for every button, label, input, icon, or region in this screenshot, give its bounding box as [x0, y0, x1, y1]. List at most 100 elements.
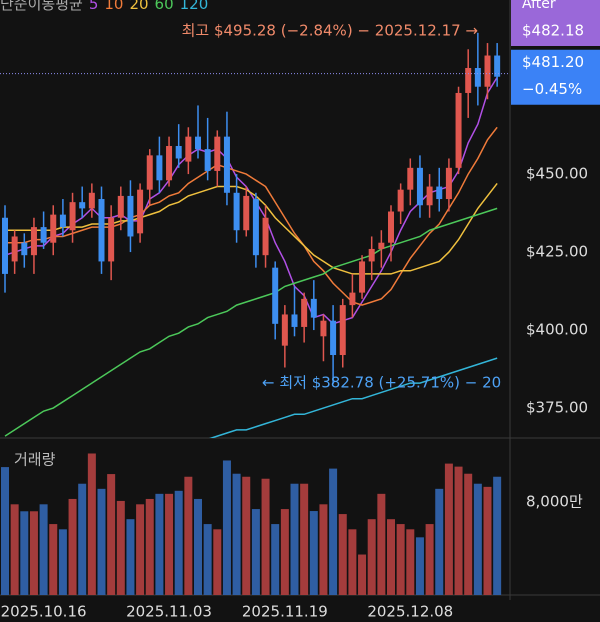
candle-body	[330, 320, 337, 356]
volume-bar	[68, 498, 77, 595]
candle-body	[50, 214, 57, 243]
volume-bar	[136, 504, 145, 595]
candle-body	[21, 242, 28, 256]
candle-body	[349, 292, 356, 306]
candle-body	[11, 236, 18, 262]
candle-body	[416, 167, 423, 206]
volume-bar	[184, 476, 193, 595]
legend-entry: 5	[89, 0, 99, 13]
volume-bar	[213, 529, 222, 595]
candle-body	[474, 68, 481, 87]
candle-body	[40, 227, 47, 243]
volume-bar	[87, 453, 96, 595]
volume-bar	[242, 476, 251, 595]
candle-body	[117, 195, 124, 218]
volume-tick-label: 8,000만	[526, 492, 583, 510]
volume-bar	[377, 493, 386, 595]
candle-body	[2, 217, 8, 274]
candle-body	[436, 186, 443, 200]
candle-body	[243, 195, 250, 231]
volume-bar	[483, 486, 492, 595]
candle-body	[320, 320, 327, 337]
volume-bar	[232, 473, 241, 595]
volume-bar	[49, 524, 58, 595]
volume-bar	[1, 467, 9, 595]
candle-body	[359, 261, 366, 293]
volume-bar	[194, 498, 202, 595]
price-pane	[2, 32, 501, 438]
legend-entry: 60	[155, 0, 174, 13]
volume-bar	[387, 519, 395, 595]
candle-body	[127, 195, 134, 237]
volume-bar	[464, 473, 473, 595]
candle-body	[98, 199, 105, 262]
candle-body	[465, 68, 472, 93]
volume-bar	[406, 529, 415, 595]
volume-bar	[165, 493, 174, 595]
candle-body	[378, 242, 385, 249]
candle-body	[30, 227, 37, 256]
candle-body	[195, 136, 201, 150]
y-tick-label: $375.00	[526, 399, 588, 417]
candle-body	[494, 55, 501, 77]
volume-bar	[367, 519, 376, 595]
candle-body	[262, 217, 269, 256]
legend-entry: 20	[129, 0, 148, 13]
x-tick-label: 2025.11.03	[126, 603, 212, 621]
candle-body	[79, 202, 86, 209]
candle-body	[426, 186, 433, 206]
candle-body	[445, 167, 452, 200]
volume-bar	[58, 529, 67, 595]
candle-body	[108, 217, 115, 262]
candle-body	[223, 136, 230, 193]
y-tick-label: $450.00	[526, 165, 588, 183]
candle-body	[185, 136, 192, 162]
high-annotation: 최고 $495.28 (−2.84%) − 2025.12.17 →	[182, 22, 478, 40]
current-price: $481.20	[522, 53, 584, 71]
ma-line	[4, 76, 498, 325]
ma-line	[4, 207, 498, 437]
candle-body	[484, 55, 491, 87]
candle-body	[175, 146, 182, 159]
volume-bar	[425, 524, 434, 595]
after-box	[511, 0, 600, 46]
current-box	[511, 49, 600, 105]
volume-bar	[261, 478, 270, 595]
after-price: $482.18	[522, 22, 584, 40]
volume-bar	[203, 524, 212, 595]
volume-bar	[358, 554, 367, 595]
ma-line	[209, 357, 498, 438]
candle-body	[59, 214, 66, 228]
legend-title: 단순이동평균	[0, 0, 83, 13]
legend-entry: 120	[180, 0, 209, 13]
candle-body	[233, 192, 240, 231]
current-change: −0.45%	[522, 80, 582, 98]
volume-bar	[329, 468, 338, 595]
y-tick-label: $425.00	[526, 243, 588, 261]
volume-bar	[20, 511, 29, 595]
candle-body	[339, 305, 346, 356]
volume-bar	[271, 524, 280, 595]
volume-bar	[396, 524, 405, 595]
volume-bar	[29, 511, 38, 595]
candle-body	[88, 192, 95, 209]
candle-body	[388, 211, 394, 243]
volume-bar	[454, 466, 463, 595]
candle-body	[146, 155, 153, 190]
volume-bar	[116, 500, 125, 595]
candle-body	[272, 267, 279, 324]
candle-body	[156, 155, 163, 181]
volume-bar	[280, 509, 289, 595]
volume-bar	[174, 490, 183, 595]
volume-bar	[300, 483, 309, 595]
candle-body	[214, 136, 221, 171]
x-tick-label: 2025.10.16	[1, 603, 87, 621]
volume-bar	[222, 460, 231, 595]
x-tick-label: 2025.11.19	[242, 603, 328, 621]
candle-body	[368, 248, 375, 262]
candle-body	[301, 298, 308, 327]
volume-bar	[290, 483, 299, 595]
candle-body	[310, 298, 317, 318]
volume-title: 거래량	[14, 451, 56, 469]
candle-body	[291, 314, 298, 327]
